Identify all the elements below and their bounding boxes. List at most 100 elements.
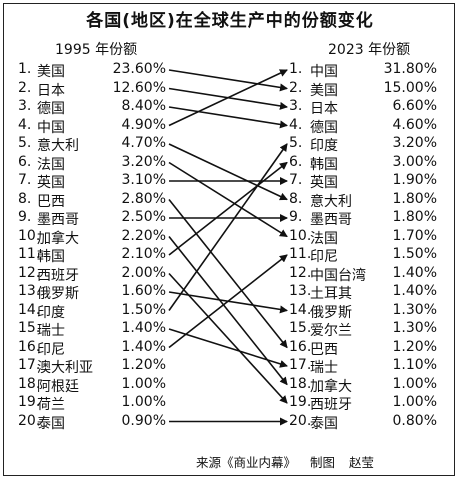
left-row-20-rank: 20. <box>18 412 41 429</box>
right-row-7-name: 英国 <box>310 175 338 191</box>
right-row-11-value: 1.50% <box>392 246 437 262</box>
left-row-1-value: 23.60% <box>112 61 166 77</box>
right-row-12-value: 1.40% <box>392 264 437 281</box>
right-row-14-rank: 14. <box>289 301 312 318</box>
left-row-8-name: 巴西 <box>37 193 65 210</box>
link-12-to-19 <box>168 272 288 404</box>
right-row-3-name: 日本 <box>310 101 338 117</box>
left-row-10-name: 加拿大 <box>37 230 79 247</box>
right-row-5-name: 印度 <box>310 138 338 154</box>
link-5-to-8 <box>168 143 288 201</box>
left-row-9-rank: 9. <box>18 209 32 225</box>
right-row-8-value: 1.80% <box>392 190 437 207</box>
left-row-10-value: 2.20% <box>121 227 166 244</box>
right-row-4-value: 4.60% <box>392 116 437 133</box>
left-row-6-rank: 6. <box>18 153 32 170</box>
right-row-13-rank: 13. <box>289 283 312 299</box>
right-row-2-value: 15.00% <box>383 79 437 96</box>
link-3-to-4 <box>168 106 288 129</box>
right-row-6-value: 3.00% <box>392 153 437 170</box>
left-row-14-value: 1.50% <box>121 301 166 318</box>
right-row-3-value: 6.60% <box>392 98 437 114</box>
left-row-2-value: 12.60% <box>112 79 166 96</box>
right-row-9-rank: 9. <box>289 209 303 225</box>
link-14-to-5 <box>168 143 288 311</box>
author-name: 赵莹 <box>349 455 375 470</box>
right-row-10-rank: 10. <box>289 227 312 244</box>
right-row-20-value: 0.80% <box>392 412 437 429</box>
link-10-to-18 <box>168 236 288 386</box>
left-row-14-rank: 14. <box>18 301 41 318</box>
left-row-17-value: 1.20% <box>121 357 166 373</box>
right-row-18-value: 1.00% <box>392 375 437 392</box>
right-column-heading: 2023 年份额 <box>328 42 411 58</box>
right-row-8-name: 意大利 <box>310 193 352 210</box>
right-row-10-value: 1.70% <box>392 227 437 244</box>
left-row-9-name: 墨西哥 <box>37 212 79 228</box>
left-row-18-value: 1.00% <box>121 375 166 392</box>
right-row-7-rank: 7. <box>289 172 303 188</box>
right-row-17-name: 瑞士 <box>310 360 338 376</box>
right-row-11-name: 印尼 <box>310 249 338 265</box>
link-15-to-17 <box>168 328 288 368</box>
link-16-to-11 <box>168 254 288 349</box>
left-row-12-rank: 12. <box>18 264 41 281</box>
right-row-16-name: 巴西 <box>310 341 338 358</box>
right-row-15-value: 1.30% <box>392 320 437 336</box>
left-row-6-name: 法国 <box>37 156 65 173</box>
left-row-10-rank: 10. <box>18 227 41 244</box>
left-row-5-name: 意大利 <box>37 138 79 154</box>
right-row-19-name: 西班牙 <box>310 397 352 413</box>
left-row-12-name: 西班牙 <box>37 267 79 284</box>
right-row-19-rank: 19. <box>289 394 312 410</box>
chart-frame <box>3 3 455 476</box>
left-row-7-name: 英国 <box>37 175 65 191</box>
left-row-14-name: 印度 <box>37 304 65 321</box>
left-row-16-value: 1.40% <box>121 338 166 355</box>
left-row-17-rank: 17. <box>18 357 41 373</box>
right-row-16-value: 1.20% <box>392 338 437 355</box>
right-row-3-rank: 3. <box>289 98 303 114</box>
left-row-5-value: 4.70% <box>121 135 166 151</box>
right-row-5-value: 3.20% <box>392 135 437 151</box>
right-row-9-name: 墨西哥 <box>310 212 352 228</box>
footer: 来源《商业内幕》 制图 赵莹 <box>196 452 384 471</box>
right-row-15-rank: 15. <box>289 320 312 336</box>
right-row-10-name: 法国 <box>310 230 338 247</box>
left-row-9-value: 2.50% <box>121 209 166 225</box>
right-row-4-rank: 4. <box>289 116 303 133</box>
left-row-3-rank: 3. <box>18 98 32 114</box>
right-row-20-rank: 20. <box>289 412 312 429</box>
left-row-5-rank: 5. <box>18 135 32 151</box>
right-row-6-name: 韩国 <box>310 156 338 173</box>
left-row-15-name: 瑞士 <box>37 323 65 339</box>
right-row-20-name: 泰国 <box>310 415 338 432</box>
right-row-17-value: 1.10% <box>392 357 437 373</box>
left-row-16-rank: 16. <box>18 338 41 355</box>
left-row-7-value: 3.10% <box>121 172 166 188</box>
left-row-8-rank: 8. <box>18 190 32 207</box>
left-row-11-name: 韩国 <box>37 249 65 265</box>
right-row-19-value: 1.00% <box>392 394 437 410</box>
left-row-20-value: 0.90% <box>121 412 166 429</box>
left-row-16-name: 印尼 <box>37 341 65 358</box>
left-row-11-value: 2.10% <box>121 246 166 262</box>
right-row-8-rank: 8. <box>289 190 303 207</box>
left-column-heading: 1995 年份额 <box>55 42 138 58</box>
link-11-to-6 <box>168 161 288 256</box>
right-row-12-name: 中国台湾 <box>310 267 366 284</box>
left-row-15-value: 1.40% <box>121 320 166 336</box>
left-row-17-name: 澳大利亚 <box>37 360 93 376</box>
left-row-6-value: 3.20% <box>121 153 166 170</box>
right-row-15-name: 爱尔兰 <box>310 323 352 339</box>
right-row-11-rank: 11. <box>289 246 312 262</box>
source-credit: 来源《商业内幕》 <box>196 455 297 470</box>
left-row-20-name: 泰国 <box>37 415 65 432</box>
left-row-2-name: 日本 <box>37 82 65 99</box>
right-row-17-rank: 17. <box>289 357 312 373</box>
left-row-11-rank: 11. <box>18 246 41 262</box>
right-row-1-value: 31.80% <box>383 61 437 77</box>
left-row-15-rank: 15. <box>18 320 41 336</box>
right-row-16-rank: 16. <box>289 338 312 355</box>
